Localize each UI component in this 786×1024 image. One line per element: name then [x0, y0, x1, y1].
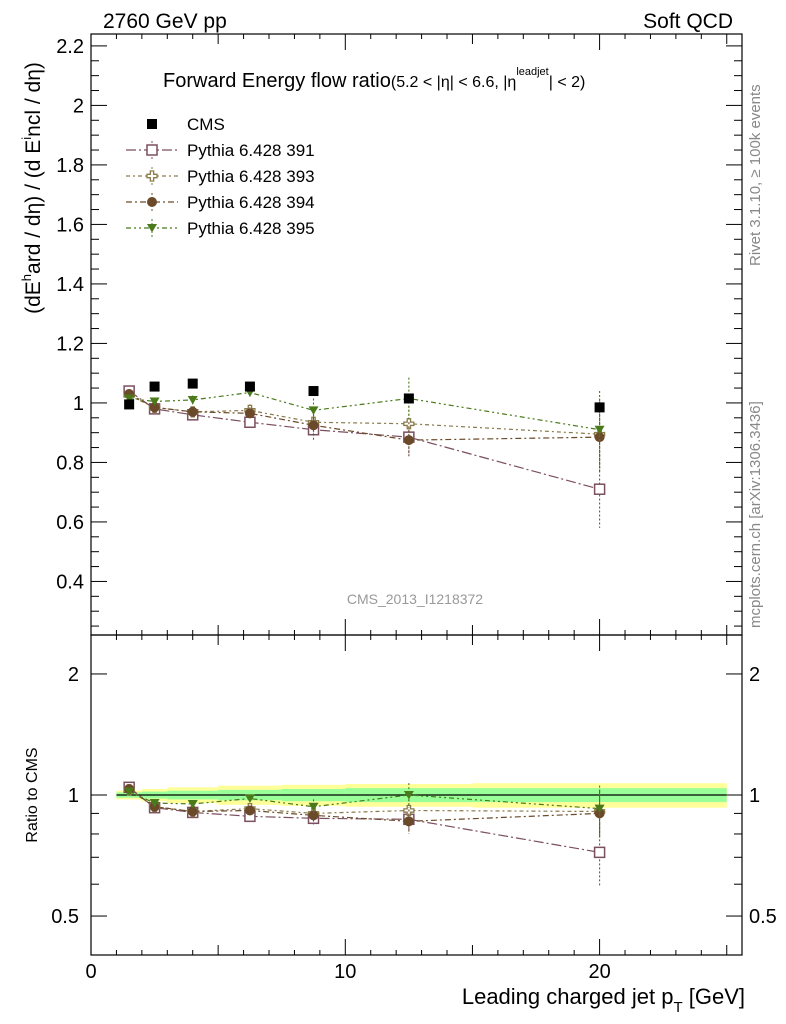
data-point [308, 420, 319, 431]
ylabel-sup1: h [19, 274, 34, 281]
data-point [593, 483, 606, 495]
watermark: CMS_2013_I1218372 [347, 591, 483, 607]
data-point [403, 791, 414, 800]
data-point [244, 381, 255, 392]
legend-label: Pythia 6.428 395 [187, 219, 315, 238]
legend: CMS Pythia 6.428 391 Pythia 6.428 393 Pythi… [126, 115, 315, 238]
main-y-tick-label: 0.4 [56, 571, 84, 593]
main-y-tick-label: 1.6 [56, 214, 84, 236]
data-point [244, 794, 255, 804]
mcplots-label: mcplots.cern.ch [arXiv:1306.3436] [747, 401, 764, 628]
data-point [124, 394, 135, 403]
main-y-tick-label: 0.6 [56, 512, 84, 534]
data-point [308, 406, 319, 415]
data-point [594, 425, 605, 435]
data-point [124, 787, 135, 797]
chart-title-sub: (5.2 < |η| < 6.6, |η [391, 74, 516, 91]
data-point [187, 406, 198, 417]
ylabel-c: ncl / dη) [22, 62, 45, 137]
data-point [187, 378, 198, 389]
main-ylabel: (dEhard / dη) / (d Eincl / dη) [19, 62, 45, 314]
data-point [146, 144, 158, 156]
data-point [147, 197, 157, 207]
ratio-ylabel: Ratio to CMS [24, 747, 41, 842]
data-point [147, 224, 157, 233]
main-y-tick-label: 2 [73, 95, 84, 117]
data-point [594, 402, 605, 413]
legend-label: Pythia 6.428 394 [187, 193, 315, 212]
legend-label: Pythia 6.428 393 [187, 167, 315, 186]
ylabel-sup2: i [19, 137, 34, 140]
data-point [187, 395, 198, 405]
legend-label: CMS [187, 115, 225, 134]
data-point [403, 435, 414, 446]
data-point [594, 432, 605, 443]
data-point [149, 397, 160, 406]
xlabel-main: Leading charged jet p [462, 984, 674, 1009]
header-right: Soft QCD [643, 10, 733, 33]
data-point [187, 806, 198, 817]
ylabel-a: (dE [22, 281, 45, 314]
data-point [146, 170, 158, 182]
x-tick-label: 20 [588, 961, 610, 983]
data-point [244, 416, 256, 429]
x-tick-label: 0 [85, 961, 96, 983]
main-y-tick-label: 0.8 [56, 452, 84, 474]
data-point [403, 393, 414, 404]
chart-title-main: Forward Energy flow ratio [163, 70, 391, 92]
data-point [124, 399, 135, 410]
main-y-tick-label: 1.4 [56, 274, 84, 296]
x-axis-label: Leading charged jet pT [GeV] [462, 984, 745, 1016]
xlabel-sub: T [673, 999, 682, 1016]
data-point [187, 799, 198, 809]
x-tick-label: 10 [334, 961, 356, 983]
ratio-panel: 0 10 20 0.5 0.5 1 1 2 2 [51, 634, 777, 983]
series-line [128, 393, 600, 441]
ratio-y-tick-label-right: 0.5 [749, 906, 777, 928]
main-y-tick-label: 1 [73, 393, 84, 415]
data-point [593, 846, 606, 859]
data-point [308, 802, 319, 812]
ylabel-b: ard / dη) / (d E [22, 140, 45, 274]
rivet-label: Rivet 3.1.10, ≥ 100k events [747, 84, 764, 266]
data-point [149, 381, 160, 392]
ratio-y-tick-label: 2 [68, 664, 79, 686]
data-point [403, 816, 414, 827]
main-y-tick-label: 2.2 [56, 36, 84, 58]
ratio-y-tick-label: 1 [68, 785, 79, 807]
chart-title-sup: leadjet [516, 66, 548, 78]
data-point [244, 805, 255, 816]
ratio-y-tick-label: 0.5 [51, 906, 79, 928]
xlabel-end: [GeV] [683, 984, 745, 1009]
chart-title: Forward Energy flow ratio(5.2 < |η| < 6.… [163, 66, 585, 92]
ratio-y-tick-label-right: 2 [749, 664, 760, 686]
data-point [594, 804, 605, 814]
ratio-y-tick-label-right: 1 [749, 785, 760, 807]
data-point [149, 799, 160, 808]
data-point [308, 810, 319, 821]
main-y-tick-label: 1.2 [56, 333, 84, 355]
header-left: 2760 GeV pp [103, 10, 227, 33]
data-point [308, 386, 319, 397]
data-point [594, 808, 605, 819]
series-line [128, 394, 600, 435]
data-point [244, 408, 255, 419]
main-panel: 0.4 0.6 0.8 1 1.2 1.4 1.6 1.8 2 2.2 [56, 33, 743, 636]
main-y-tick-label: 1.8 [56, 155, 84, 177]
series-line [128, 390, 600, 490]
legend-label: Pythia 6.428 391 [187, 141, 315, 160]
data-point [147, 119, 157, 129]
data-point [149, 402, 160, 413]
chart-title-end: | < 2) [549, 74, 586, 91]
